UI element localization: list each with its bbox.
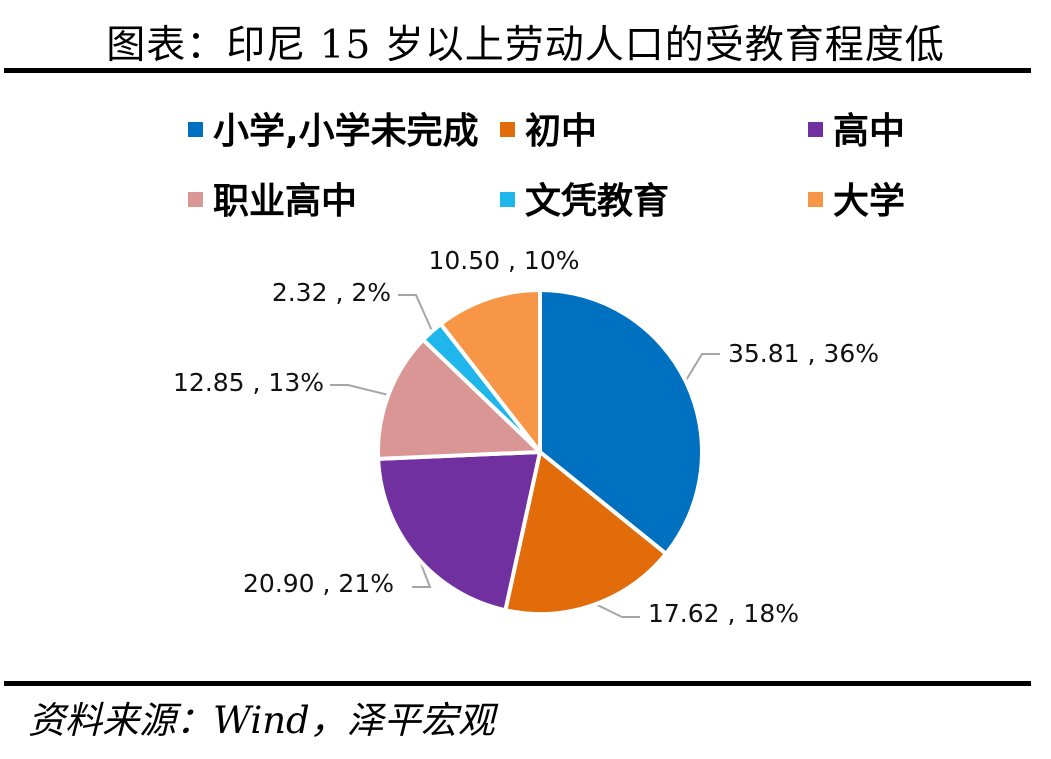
legend-swatch xyxy=(188,192,203,207)
legend-swatch xyxy=(808,122,823,137)
data-label: 10.50 , 10% xyxy=(429,246,580,275)
leader-line xyxy=(592,602,640,618)
pie-slice xyxy=(376,450,542,613)
data-label: 12.85 , 13% xyxy=(173,368,324,397)
legend-label: 文凭教育 xyxy=(525,181,669,222)
leader-lines xyxy=(330,294,720,618)
legend-label: 初中 xyxy=(525,111,597,152)
legend-swatch xyxy=(188,122,203,137)
data-label: 17.62 , 18% xyxy=(648,599,799,628)
legend-label: 职业高中 xyxy=(213,181,357,222)
leader-line xyxy=(330,384,391,397)
leader-line xyxy=(412,554,432,588)
leader-line xyxy=(398,294,434,334)
pie-slice xyxy=(538,288,704,556)
bottom-divider xyxy=(4,681,1031,686)
data-labels: 35.81 , 36% 17.62 , 18% 20.90 , 21% 12.85 ,… xyxy=(173,246,879,628)
source-note: 资料来源：Wind，泽平宏观 xyxy=(28,699,495,742)
pie-slice xyxy=(503,450,669,616)
pie-slice xyxy=(438,288,542,454)
legend-swatch xyxy=(808,192,823,207)
page-title: 图表：印尼 15 岁以上劳动人口的受教育程度低 xyxy=(106,23,945,68)
leader-line xyxy=(683,353,720,384)
legend-label: 小学,小学未完成 xyxy=(213,110,479,152)
data-label: 35.81 , 36% xyxy=(728,339,879,368)
data-label: 2.32 , 2% xyxy=(272,278,391,307)
top-divider xyxy=(4,68,1031,73)
data-label: 20.90 , 21% xyxy=(243,569,394,598)
legend-swatch xyxy=(500,192,515,207)
legend-label: 大学 xyxy=(833,180,905,222)
pie-slice xyxy=(376,337,542,461)
legend-label: 高中 xyxy=(833,111,905,152)
pie-slices xyxy=(376,288,704,616)
legend-swatch xyxy=(500,122,515,137)
